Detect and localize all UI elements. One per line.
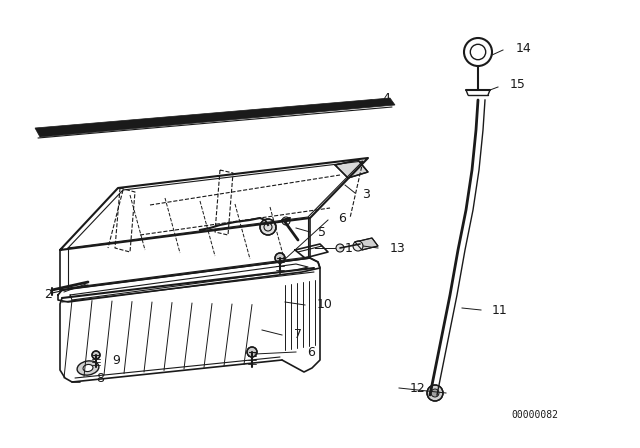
Text: 12: 12 — [410, 382, 426, 395]
Text: 9: 9 — [112, 353, 120, 366]
Text: 7: 7 — [294, 328, 302, 341]
Text: 1: 1 — [345, 241, 353, 254]
Text: 8: 8 — [96, 371, 104, 384]
Circle shape — [275, 253, 285, 263]
Text: 11: 11 — [492, 303, 508, 316]
Circle shape — [431, 389, 439, 397]
Circle shape — [247, 347, 257, 357]
Ellipse shape — [83, 364, 93, 371]
Text: 14: 14 — [516, 42, 532, 55]
Text: 5: 5 — [318, 225, 326, 238]
Ellipse shape — [77, 361, 99, 375]
Text: 15: 15 — [510, 78, 526, 91]
Text: 6: 6 — [338, 211, 346, 224]
Circle shape — [427, 385, 443, 401]
Text: 4: 4 — [382, 91, 390, 104]
Circle shape — [260, 219, 276, 235]
Circle shape — [353, 241, 363, 251]
Text: 10: 10 — [317, 298, 333, 311]
Circle shape — [92, 351, 100, 359]
Text: 6: 6 — [307, 345, 315, 358]
Polygon shape — [355, 238, 378, 250]
Text: 00000082: 00000082 — [511, 410, 559, 420]
Polygon shape — [335, 160, 368, 178]
Text: 2: 2 — [44, 289, 52, 302]
Polygon shape — [35, 98, 395, 137]
Text: 3: 3 — [362, 189, 370, 202]
Circle shape — [336, 244, 344, 252]
Text: 13: 13 — [390, 241, 406, 254]
